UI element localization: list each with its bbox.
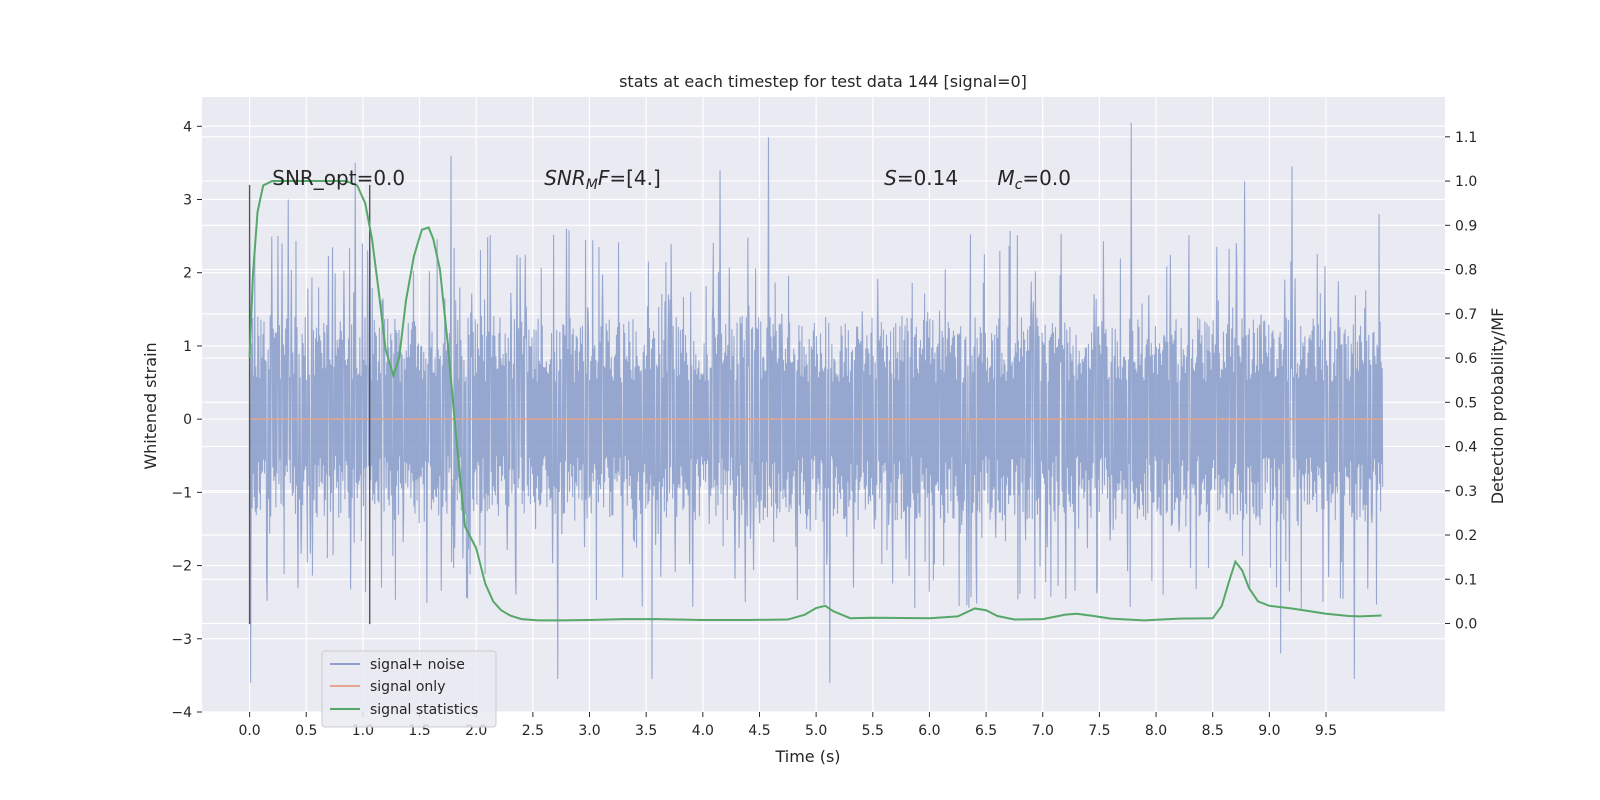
y2-tick-label: 0.2 — [1455, 528, 1477, 544]
x-tick-label: 0.5 — [295, 723, 317, 739]
annotations: SNR_opt=0.0 SNRMF=[4.] S=0.14 Mc=0.0 — [272, 166, 1071, 193]
y2-tick-label: 0.4 — [1455, 440, 1477, 456]
y2-tick-label: 0.5 — [1455, 395, 1477, 411]
x-tick-label: 6.0 — [918, 723, 940, 739]
y-tick-label: 2 — [183, 266, 192, 282]
y2-tick-label: 0.1 — [1455, 572, 1477, 588]
y2-tick-label: 1.1 — [1455, 130, 1477, 146]
x-tick-label: 4.0 — [692, 723, 714, 739]
y2-tick-label: 0.0 — [1455, 617, 1477, 633]
x-tick-label: 5.0 — [805, 723, 827, 739]
x-tick-label: 9.0 — [1258, 723, 1280, 739]
annotation-text: SNR_opt=0.0 — [272, 166, 405, 190]
signal-noise-line — [249, 122, 1384, 683]
legend-box — [321, 650, 497, 728]
x-axis-label: Time (s) — [774, 747, 840, 766]
y-tick-label: 3 — [183, 193, 192, 209]
y-axis-label: Whitened strain — [141, 342, 160, 469]
legend-label-signal-only: signal only — [370, 679, 445, 695]
x-tick-label: 5.5 — [862, 723, 884, 739]
y2-tick-label: 0.9 — [1455, 218, 1477, 234]
x-tick-label: 2.5 — [522, 723, 544, 739]
y2-tick-label: 0.7 — [1455, 307, 1477, 323]
y2-axis-label: Detection probability/MF — [1488, 308, 1507, 505]
x-tick-label: 0.0 — [238, 723, 260, 739]
legend-label-signal-statistics: signal statistics — [370, 702, 478, 718]
x-tick-label: 4.5 — [748, 723, 770, 739]
y-tick-label: −3 — [171, 632, 192, 648]
annotation-text: SNRMF=[4.] — [544, 166, 661, 193]
x-tick-label: 7.5 — [1088, 723, 1110, 739]
y-tick-label: 1 — [183, 339, 192, 355]
vertical-markers — [248, 184, 371, 625]
y2-tick-label: 0.6 — [1455, 351, 1477, 367]
signal-statistics-line — [248, 180, 1382, 622]
y-tick-label: 0 — [183, 412, 192, 428]
chart-title: stats at each timestep for test data 144… — [619, 72, 1027, 91]
x-tick-label: 8.5 — [1202, 723, 1224, 739]
y-tick-label: −2 — [171, 559, 192, 575]
x-tick-label: 3.5 — [635, 723, 657, 739]
x-tick-label: 8.0 — [1145, 723, 1167, 739]
legend-label-signal-noise: signal+ noise — [370, 657, 465, 673]
y2-tick-label: 1.0 — [1455, 174, 1477, 190]
y-tick-label: 4 — [183, 119, 192, 135]
y2-tick-label: 0.8 — [1455, 263, 1477, 279]
series-signal-noise — [249, 122, 1384, 683]
x-tick-label: 9.5 — [1315, 723, 1337, 739]
x-tick-label: 7.0 — [1032, 723, 1054, 739]
series-signal-statistics — [248, 180, 1382, 622]
y2-tick-label: 0.3 — [1455, 484, 1477, 500]
x-tick-label: 3.0 — [578, 723, 600, 739]
y-tick-label: −4 — [171, 705, 192, 721]
x-tick-label: 6.5 — [975, 723, 997, 739]
annotation-text: S=0.14 — [884, 166, 958, 190]
annotation-text: Mc=0.0 — [997, 166, 1071, 193]
legend: signal+ noise signal only signal statist… — [321, 650, 497, 728]
y-tick-label: −1 — [171, 485, 192, 501]
